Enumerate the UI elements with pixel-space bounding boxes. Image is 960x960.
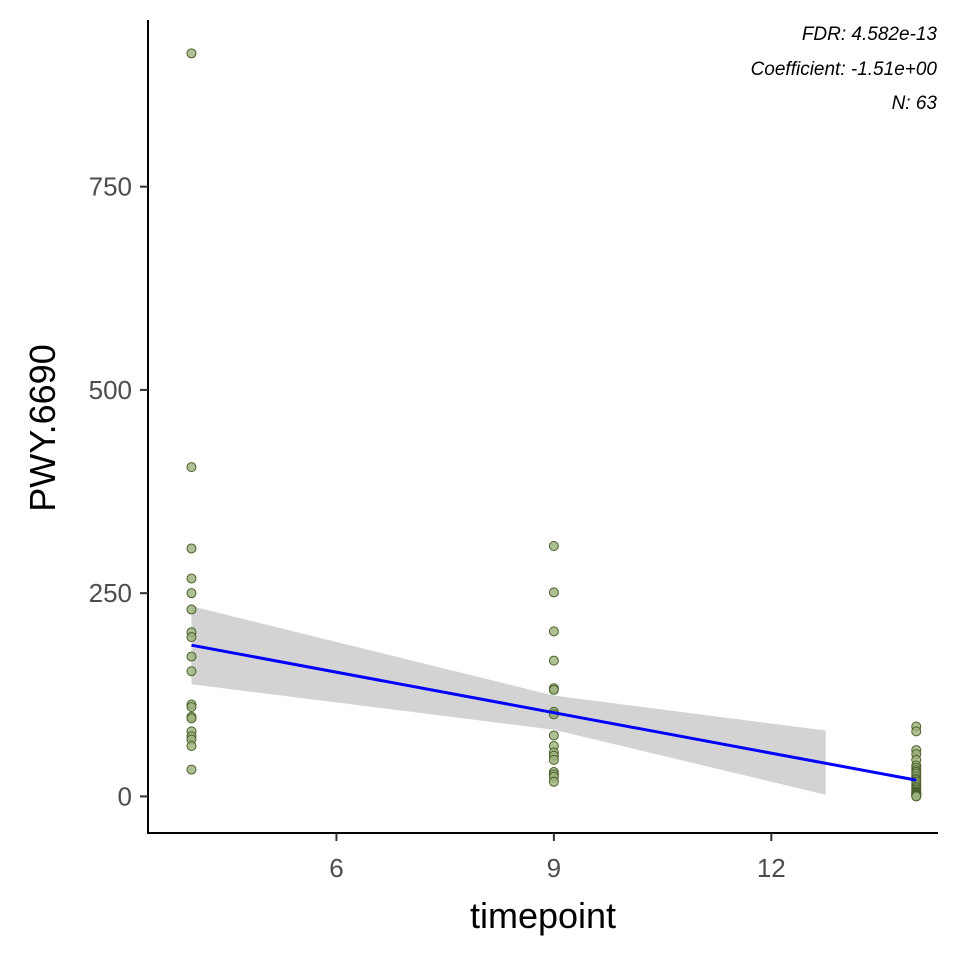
- data-point: [548, 587, 559, 598]
- fit-line-layer: [191, 643, 917, 782]
- data-point: [186, 543, 197, 554]
- data-point: [548, 541, 559, 552]
- x-tick-label: 9: [547, 853, 561, 883]
- data-point: [186, 48, 197, 59]
- confidence-band: [191, 606, 826, 795]
- annotation-n: N: 63: [892, 93, 938, 114]
- data-point: [548, 626, 559, 637]
- data-point: [548, 655, 559, 666]
- confidence-band-layer: [191, 606, 826, 795]
- data-point: [186, 573, 197, 584]
- axes-layer: [147, 20, 938, 834]
- data-point: [548, 684, 559, 695]
- data-point: [186, 651, 197, 662]
- points-layer: [186, 48, 922, 802]
- data-point: [911, 726, 922, 737]
- regression-line: [191, 643, 917, 782]
- data-point: [186, 701, 197, 712]
- annotation-fdr: FDR: 4.582e-13: [802, 24, 938, 45]
- ticks-layer: 6 9 12 0 250 500 750: [89, 172, 786, 883]
- x-tick-label: 6: [329, 853, 343, 883]
- data-point: [186, 666, 197, 677]
- data-point: [186, 713, 197, 724]
- x-tick-label: 12: [757, 853, 786, 883]
- x-axis-title: timepoint: [470, 895, 616, 936]
- data-point: [186, 741, 197, 752]
- data-point: [186, 462, 197, 473]
- y-tick-label: 750: [89, 172, 132, 202]
- data-point: [186, 588, 197, 599]
- data-point: [186, 764, 197, 775]
- data-point: [186, 604, 197, 615]
- data-point: [186, 632, 197, 643]
- data-point: [548, 754, 559, 765]
- data-point: [548, 730, 559, 741]
- y-tick-label: 250: [89, 578, 132, 608]
- data-point: [548, 776, 559, 787]
- y-tick-label: 0: [118, 781, 132, 811]
- annotation-coefficient: Coefficient: -1.51e+00: [751, 59, 938, 80]
- y-axis-title: PWY.6690: [22, 344, 63, 511]
- y-tick-label: 500: [89, 375, 132, 405]
- data-point: [911, 791, 922, 802]
